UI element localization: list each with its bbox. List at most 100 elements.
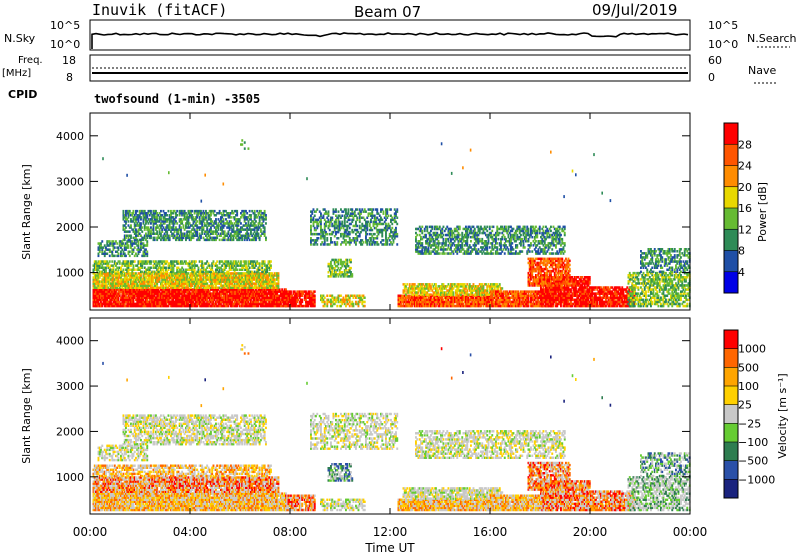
power-cell <box>223 272 226 275</box>
power-cell <box>185 278 187 281</box>
power-cell <box>172 272 175 275</box>
power-cell <box>130 264 132 267</box>
power-cell <box>147 292 150 295</box>
power-cell <box>253 270 256 274</box>
power-cell <box>178 300 181 304</box>
power-cell <box>261 298 264 302</box>
power-cell <box>232 304 235 308</box>
power-cell <box>150 274 152 277</box>
power-cell <box>105 286 107 289</box>
power-cell <box>258 286 261 289</box>
power-cell <box>281 298 284 302</box>
power-cell <box>127 260 130 263</box>
power-cell <box>126 264 129 267</box>
power-cell <box>153 270 156 274</box>
power-cell <box>100 274 102 277</box>
power-cell <box>183 302 186 306</box>
power-cell <box>197 290 200 293</box>
power-cell <box>122 288 125 291</box>
power-cell <box>255 274 257 277</box>
beam-title: Beam 07 <box>354 3 421 21</box>
power-cell <box>127 300 130 304</box>
power-cell <box>275 274 277 277</box>
power-cell <box>242 298 245 302</box>
power-cell <box>102 284 105 287</box>
power-cell <box>163 292 166 295</box>
power-cell <box>162 278 165 281</box>
power-cell <box>135 280 137 283</box>
power-cell <box>205 292 207 295</box>
power-cell <box>126 276 129 279</box>
power-cell <box>210 280 212 283</box>
power-cell <box>198 276 201 279</box>
power-cell <box>207 276 210 279</box>
power-cell <box>262 292 265 295</box>
power-cell <box>171 300 174 304</box>
power-cell <box>126 290 129 293</box>
power-cell <box>108 284 111 287</box>
power-cell <box>183 288 186 291</box>
power-cell <box>270 284 272 287</box>
power-cell <box>147 288 150 291</box>
power-cell <box>215 274 217 277</box>
power-cell <box>246 300 249 304</box>
power-cell <box>200 304 202 308</box>
power-cell <box>265 282 267 285</box>
power-cell <box>195 290 197 293</box>
power-cell <box>127 288 130 291</box>
power-cell <box>126 296 129 299</box>
power-cell <box>140 216 142 219</box>
power-cell <box>93 292 96 295</box>
power-cell <box>120 268 122 271</box>
power-cell <box>223 284 226 287</box>
power-cell <box>187 304 190 308</box>
power-cell <box>193 304 196 308</box>
power-cell <box>123 282 126 285</box>
power-cell <box>183 286 186 289</box>
power-cell <box>276 304 279 308</box>
power-cell <box>185 302 187 306</box>
power-cell <box>111 292 114 295</box>
power-cell <box>175 294 177 297</box>
power-cell <box>282 298 285 302</box>
power-cell <box>143 274 146 277</box>
power-cell <box>186 284 189 287</box>
power-cell <box>135 278 137 281</box>
power-cell <box>168 302 171 306</box>
power-cell <box>248 292 251 295</box>
power-cell <box>165 280 167 283</box>
power-cell <box>151 300 154 304</box>
power-cell <box>135 284 137 287</box>
power-cell <box>191 296 194 299</box>
power-cell <box>112 274 115 277</box>
power-cell <box>208 298 211 302</box>
power-cell <box>155 290 157 293</box>
power-cell <box>171 294 174 297</box>
power-cell <box>187 288 190 291</box>
power-cell <box>232 278 235 281</box>
power-cell <box>201 282 204 285</box>
power-cell <box>206 292 209 295</box>
power-cell <box>243 280 246 283</box>
power-cell <box>122 268 125 271</box>
power-cell <box>223 298 226 302</box>
power-cell <box>156 296 159 299</box>
power-cell <box>213 292 216 295</box>
power-cell <box>252 294 255 297</box>
power-cell <box>180 288 182 291</box>
power-cell <box>96 284 99 287</box>
power-cell <box>102 268 105 271</box>
power-cell <box>113 278 116 281</box>
power-cell <box>168 276 171 279</box>
power-cell <box>147 294 150 297</box>
power-cell <box>263 284 266 287</box>
power-cell <box>113 304 116 308</box>
power-cell <box>266 284 269 287</box>
power-cell <box>258 298 261 302</box>
power-cell <box>178 298 181 302</box>
power-cell <box>226 294 229 297</box>
power-cell <box>206 284 209 287</box>
power-cell <box>98 298 101 302</box>
power-cell <box>156 272 159 275</box>
power-cell <box>103 286 106 289</box>
